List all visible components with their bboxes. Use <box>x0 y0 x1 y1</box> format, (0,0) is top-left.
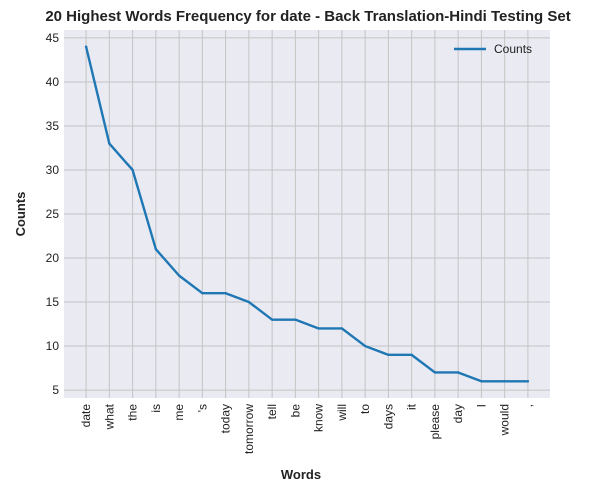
data-point-14 <box>410 353 413 357</box>
x-tick-label: 's <box>195 404 209 412</box>
x-tick-label: what <box>102 403 116 430</box>
data-point-17 <box>480 380 483 383</box>
data-point-15 <box>433 371 437 374</box>
y-tick-label: 20 <box>46 251 60 265</box>
x-tick-label: days <box>381 404 395 429</box>
x-tick-label: know <box>312 404 326 432</box>
y-axis-label: Counts <box>13 192 28 237</box>
x-tick-label: it <box>405 403 419 410</box>
y-tick-label: 5 <box>52 383 59 397</box>
x-tick-label: to <box>358 404 372 414</box>
chart-title: 20 Highest Words Frequency for date - Ba… <box>45 8 570 25</box>
data-point-3 <box>154 248 158 251</box>
y-gridlines <box>64 37 550 391</box>
data-point-5 <box>201 292 204 295</box>
series-line-counts <box>84 45 530 383</box>
data-point-10 <box>317 327 320 330</box>
legend: Counts <box>454 42 532 56</box>
x-axis-label: Words <box>281 467 321 482</box>
x-gridlines <box>85 30 529 398</box>
y-tick-label: 10 <box>46 339 60 353</box>
data-points <box>84 45 530 383</box>
x-tick-label: , <box>521 404 535 407</box>
data-point-13 <box>387 353 390 357</box>
data-point-2 <box>131 168 134 172</box>
x-tick-label: would <box>498 404 512 436</box>
x-tick-label: will <box>335 404 349 422</box>
y-tick-label: 35 <box>46 119 60 133</box>
y-tick-label: 40 <box>46 75 60 89</box>
x-tick-label: tomorrow <box>242 404 256 454</box>
data-point-19 <box>526 380 530 383</box>
x-tick-label: me <box>172 404 186 421</box>
x-tick-label: please <box>428 404 442 440</box>
data-point-12 <box>363 344 367 348</box>
y-tick-label: 25 <box>46 207 60 221</box>
data-point-6 <box>224 292 227 295</box>
data-point-7 <box>247 300 251 304</box>
data-point-11 <box>340 327 344 330</box>
x-tick-label: today <box>219 404 233 433</box>
x-tick-label: is <box>149 404 163 413</box>
x-tick-label: the <box>126 404 140 421</box>
y-tick-label: 45 <box>46 31 60 45</box>
x-tick-labels: date what the is me's today tomorrow tell be know… <box>79 403 535 454</box>
y-tick-label: 30 <box>46 163 60 177</box>
x-tick-label: date <box>79 404 93 428</box>
x-tick-label: I <box>474 404 488 407</box>
legend-label-counts: Counts <box>494 42 532 56</box>
x-tick-label: tell <box>265 404 279 419</box>
data-point-16 <box>456 371 460 374</box>
data-point-8 <box>270 318 274 321</box>
y-tick-label: 15 <box>46 295 60 309</box>
data-point-9 <box>294 318 297 321</box>
data-point-4 <box>177 274 181 277</box>
x-tick-label: day <box>451 404 465 423</box>
x-tick-label: be <box>288 404 302 418</box>
data-point-18 <box>503 380 506 383</box>
data-point-0 <box>84 45 88 48</box>
data-point-1 <box>108 142 111 145</box>
y-tick-labels: 5 10 15 20 25 30 35 40 45 <box>46 31 60 397</box>
